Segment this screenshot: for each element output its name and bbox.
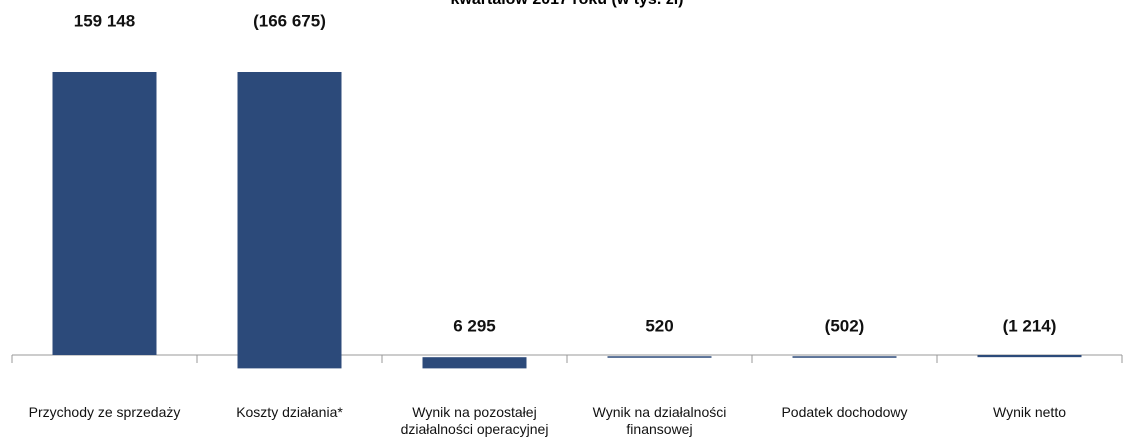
value-label: (502) [825,316,865,335]
bar [977,355,1082,358]
category-label: Przychody ze sprzedaży [28,404,181,420]
chart-title: kwartałów 2017 roku (w tys. zł) [451,0,684,8]
category-label: Wynik na pozostałej działalności operacy… [400,404,549,437]
value-label: (1 214) [1003,316,1057,335]
bar [237,72,342,369]
bar [792,356,897,358]
value-label: 6 295 [453,316,496,335]
category-label: Podatek dochodowy [781,404,908,420]
value-label: 159 148 [74,11,135,30]
value-label: 520 [645,316,673,335]
category-label: Koszty działania* [236,404,343,420]
bar [422,357,527,369]
category-label: Wynik na działalności finansowej [592,404,727,437]
bar [52,72,157,355]
value-label: (166 675) [253,11,326,30]
category-label: Wynik netto [992,404,1066,420]
bar [607,356,712,358]
